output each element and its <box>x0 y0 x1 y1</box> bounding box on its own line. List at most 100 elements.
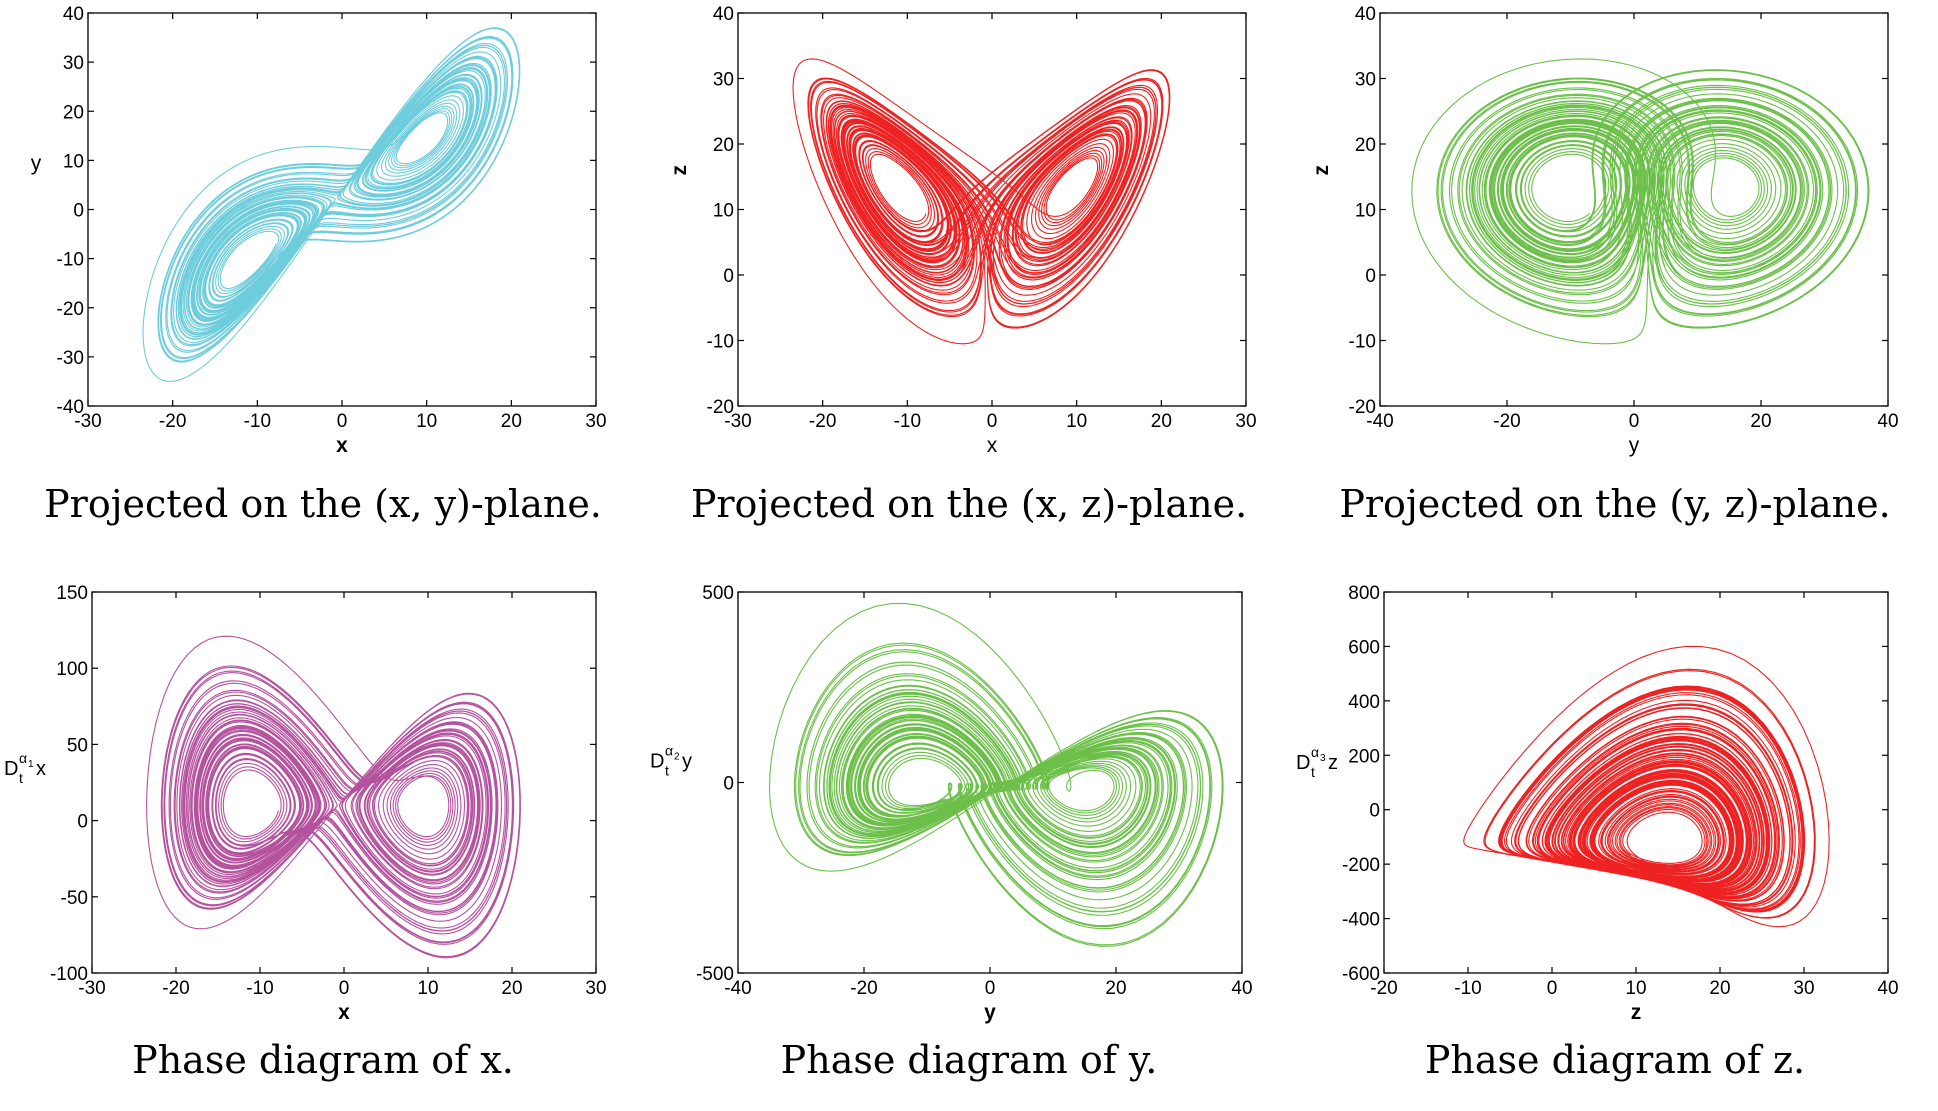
y-tick-label: 0 <box>73 201 84 222</box>
axes-frame <box>91 591 597 974</box>
y-label-base: D <box>650 750 664 772</box>
y-tick-label: 10 <box>1355 201 1376 222</box>
y-label-var: z <box>1328 752 1338 774</box>
x-tick-label: -10 <box>894 411 921 432</box>
x-axis-label: z <box>1631 1001 1642 1024</box>
x-tick-label: -20 <box>1493 411 1520 432</box>
x-tick-label: 0 <box>1547 978 1558 999</box>
x-tick-label: -20 <box>159 411 186 432</box>
attractor-trajectory <box>1411 58 1870 345</box>
x-tick-label: 40 <box>1877 411 1898 432</box>
y-tick-label: 800 <box>1348 583 1380 604</box>
y-tick-label: -10 <box>707 332 734 353</box>
x-tick-label: -40 <box>724 978 751 999</box>
x-tick-label: 0 <box>985 978 996 999</box>
caption-xy-projection: Projected on the (x, y)-plane. <box>44 482 602 526</box>
y-tick-label: 600 <box>1348 637 1380 658</box>
y-label-supsub: 1 <box>28 759 34 770</box>
y-tick-label: 0 <box>1369 801 1380 822</box>
y-label-sup: α <box>665 742 673 758</box>
y-label-sub: t <box>665 762 669 778</box>
x-tick-label: -30 <box>724 411 751 432</box>
y-tick-label: -50 <box>61 888 88 909</box>
chart-phase-z: -20 -10 0 10 20 30 40 -600 -400 -200 0 200 400 600 800… <box>1296 583 1899 1024</box>
y-tick-label: -100 <box>50 964 88 985</box>
caption-xz-projection: Projected on the (x, z)-plane. <box>690 482 1248 526</box>
caption-phase-y: Phase diagram of y. <box>780 1038 1158 1082</box>
x-tick-label: -20 <box>162 978 189 999</box>
y-label-sub: t <box>19 770 23 786</box>
attractor-trajectory <box>146 635 521 959</box>
y-tick-label: 50 <box>67 735 88 756</box>
y-tick-label: 100 <box>56 659 88 680</box>
y-label-base: D <box>4 758 18 780</box>
x-tick-label: -30 <box>78 978 105 999</box>
x-tick-label: 10 <box>417 978 438 999</box>
x-tick-label: 20 <box>501 411 522 432</box>
x-axis-label: x <box>987 434 998 457</box>
y-axis-label: z <box>668 165 691 176</box>
attractor-trajectory <box>1463 645 1830 928</box>
y-label-supsub: 3 <box>1320 753 1326 764</box>
x-tick-label: -10 <box>244 411 271 432</box>
y-tick-label: 400 <box>1348 692 1380 713</box>
x-tick-label: 0 <box>1629 411 1640 432</box>
y-label-var: y <box>682 750 692 772</box>
x-tick-label: -30 <box>74 411 101 432</box>
y-tick-label: -10 <box>1349 332 1376 353</box>
y-tick-label: 10 <box>63 151 84 172</box>
y-tick-label: 500 <box>702 583 734 604</box>
caption-phase-x: Phase diagram of x. <box>132 1038 514 1082</box>
y-tick-label: 150 <box>56 583 88 604</box>
x-tick-label: 20 <box>1750 411 1771 432</box>
y-axis-label: y <box>31 152 42 175</box>
y-tick-label: -20 <box>707 397 734 418</box>
y-tick-label: 0 <box>77 812 88 833</box>
x-tick-label: 20 <box>1709 978 1730 999</box>
x-tick-label: 0 <box>337 411 348 432</box>
y-tick-label: 20 <box>1355 135 1376 156</box>
y-label-sup: α <box>1311 744 1319 760</box>
y-tick-label: 40 <box>713 4 734 25</box>
y-tick-label: -10 <box>57 250 84 271</box>
y-tick-label: 40 <box>1355 4 1376 25</box>
y-tick-label: 30 <box>1355 70 1376 91</box>
y-tick-label: 0 <box>723 774 734 795</box>
y-tick-label: 40 <box>63 4 84 25</box>
x-tick-label: -20 <box>1370 978 1397 999</box>
x-tick-label: 0 <box>339 978 350 999</box>
y-tick-label: -200 <box>1342 855 1380 876</box>
x-tick-label: -40 <box>1366 411 1393 432</box>
x-tick-label: 40 <box>1877 978 1898 999</box>
y-tick-label: -20 <box>57 299 84 320</box>
attractor-trajectory <box>792 58 1171 345</box>
x-axis-label: x <box>336 434 348 457</box>
x-tick-label: 30 <box>1793 978 1814 999</box>
y-label-sub: t <box>1311 764 1315 780</box>
y-tick-label: -400 <box>1342 910 1380 931</box>
x-tick-label: 20 <box>1105 978 1126 999</box>
caption-phase-z: Phase diagram of z. <box>1424 1038 1806 1082</box>
x-tick-label: -20 <box>809 411 836 432</box>
y-tick-label: -500 <box>696 964 734 985</box>
y-tick-label: 200 <box>1348 746 1380 767</box>
x-axis-label: y <box>984 1001 996 1024</box>
y-label-sup: α <box>19 750 27 766</box>
y-tick-label: -600 <box>1342 964 1380 985</box>
y-tick-label: 30 <box>63 53 84 74</box>
y-tick-label: 0 <box>723 266 734 287</box>
y-tick-label: 20 <box>713 135 734 156</box>
x-axis-label: x <box>338 1001 350 1024</box>
x-tick-label: 10 <box>416 411 437 432</box>
attractor-trajectory <box>768 602 1224 947</box>
y-tick-label: -30 <box>57 348 84 369</box>
x-tick-label: 30 <box>1235 411 1256 432</box>
y-tick-label: 10 <box>713 201 734 222</box>
